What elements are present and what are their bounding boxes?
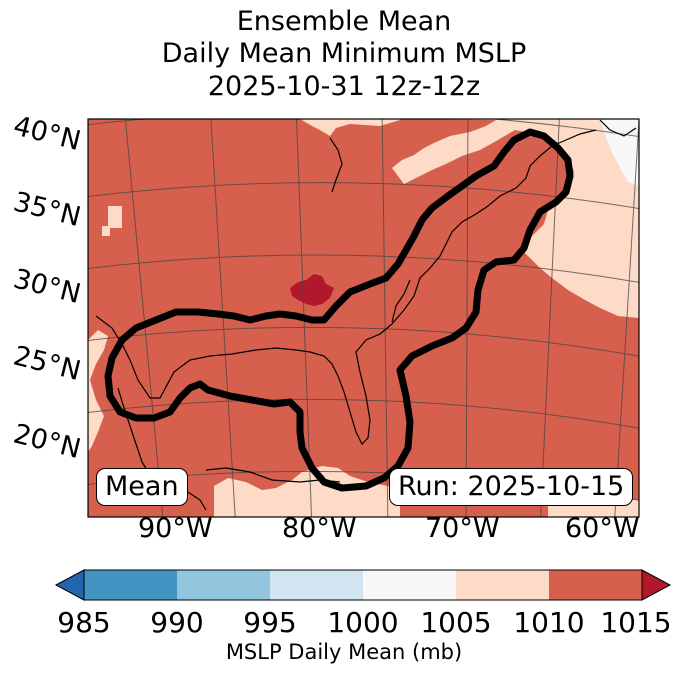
pressure-field-1000-1005-corner <box>600 119 639 186</box>
colorbar <box>54 569 672 601</box>
title-line-1: Ensemble Mean <box>236 6 452 37</box>
colorbar-tick-995: 995 <box>243 606 297 639</box>
colorbar-bin-990-995 <box>177 570 270 600</box>
colorbar-outline <box>83 569 643 601</box>
colorbar-tick-1010: 1010 <box>513 606 585 639</box>
mean-label-box: Mean <box>96 468 188 506</box>
pressure-field-speck <box>102 226 110 236</box>
lon-label-80w: 80°W <box>282 513 357 544</box>
colorbar-over-triangle <box>641 569 672 601</box>
lon-label-60w: 60°W <box>565 513 640 544</box>
lon-label-90w: 90°W <box>138 513 213 544</box>
colorbar-tick-1000: 1000 <box>327 606 399 639</box>
pressure-field-1005-1010-north <box>200 119 400 136</box>
colorbar-bin-985-990 <box>84 570 177 600</box>
colorbar-tick-1005: 1005 <box>420 606 492 639</box>
mean-low-pressure-contour <box>104 128 574 492</box>
title-line-3: 2025-10-31 12z-12z <box>207 71 481 102</box>
pressure-field-1010-1015 <box>88 119 639 517</box>
colorbar-under-triangle <box>54 569 85 601</box>
map-frame <box>87 118 640 518</box>
lon-label-70w: 70°W <box>425 513 500 544</box>
colorbar-label: MSLP Daily Mean (mb) <box>225 640 463 664</box>
colorbar-bin-1000-1005 <box>363 570 456 600</box>
colorbar-tick-990: 990 <box>150 606 204 639</box>
colorbar-bin-995-1000 <box>270 570 363 600</box>
title-line-2: Daily Mean Minimum MSLP <box>161 38 527 69</box>
pressure-field-1005-1010-west <box>88 330 108 452</box>
pressure-field-over-1015 <box>290 274 334 306</box>
colorbar-tick-985: 985 <box>57 606 111 639</box>
pressure-field-1005-1010-south <box>214 466 400 517</box>
pressure-field-speck <box>108 206 122 228</box>
run-date-label-box: Run: 2025-10-15 <box>389 468 634 506</box>
colorbar-bin-1005-1010 <box>456 570 549 600</box>
colorbar-bin-1010-1015 <box>549 570 642 600</box>
pressure-field-1005-1010-northeast <box>392 119 639 318</box>
colorbar-tick-1015: 1015 <box>600 606 672 639</box>
